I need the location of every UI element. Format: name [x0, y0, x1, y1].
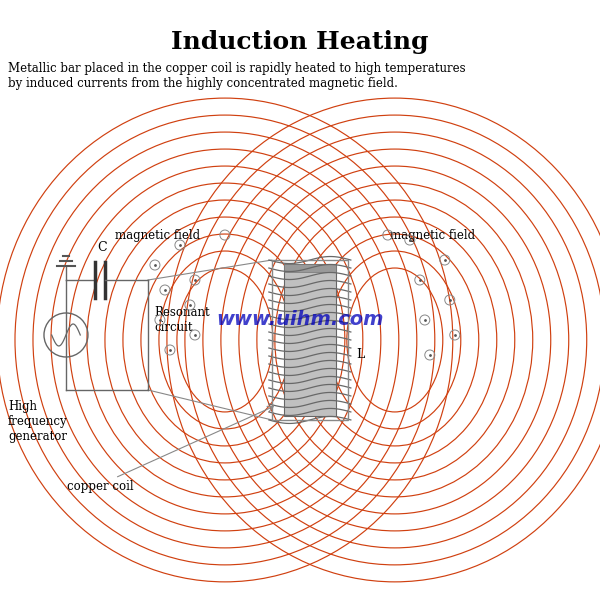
Text: L: L [356, 349, 364, 361]
Text: C: C [97, 241, 107, 254]
Text: copper coil: copper coil [67, 480, 133, 493]
Bar [284, 264, 336, 416]
Text: Metallic bar placed in the copper coil is rapidly heated to high temperatures
by: Metallic bar placed in the copper coil i… [8, 62, 466, 90]
Text: Induction Heating: Induction Heating [171, 30, 428, 54]
Text: magnetic field: magnetic field [115, 229, 200, 242]
Text: magnetic field: magnetic field [390, 229, 475, 242]
Bar [272, 260, 348, 420]
Text: High
frequency
generator: High frequency generator [8, 400, 68, 443]
Bar [284, 264, 336, 272]
Text: www.uihm.com: www.uihm.com [216, 310, 383, 329]
Text: Resonant
circuit: Resonant circuit [154, 306, 209, 334]
